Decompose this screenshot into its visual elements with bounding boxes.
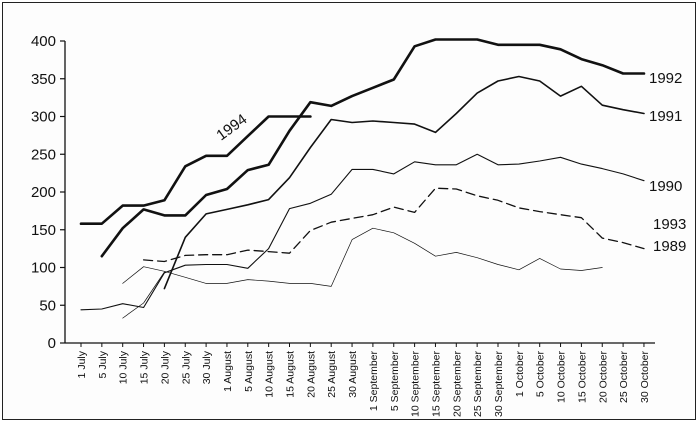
- y-tick-label: 50: [39, 297, 56, 314]
- x-tick-label: 20 August: [305, 351, 317, 398]
- x-tick-label: 10 September: [410, 351, 422, 417]
- series-lines: [79, 38, 646, 319]
- y-tick-label: 250: [31, 146, 56, 163]
- x-tick-label: 15 October: [576, 351, 588, 403]
- x-tick-label: 20 July: [159, 350, 171, 384]
- series-label-1989: 1989: [653, 238, 686, 255]
- x-tick-label: 5 September: [389, 351, 401, 412]
- x-tick-label: 1 September: [368, 351, 380, 412]
- x-tick-label: 30 September: [493, 351, 505, 417]
- x-tick-label: 15 July: [139, 350, 151, 384]
- series-line-segment-6: [122, 271, 165, 319]
- x-tick-label: 20 October: [597, 351, 609, 403]
- chart-axes: [64, 41, 655, 344]
- x-tick-label: 25 October: [618, 351, 630, 403]
- y-tick-label: 200: [31, 184, 56, 201]
- y-axis-ticks: 0 50 100 150 200 250 300 350 400: [31, 33, 65, 352]
- y-tick-label: 100: [31, 260, 56, 277]
- x-tick-label: 30 August: [347, 351, 359, 398]
- y-tick-label: 400: [31, 33, 56, 50]
- x-tick-label: 10 July: [118, 350, 130, 384]
- series-label-1993: 1993: [653, 216, 686, 233]
- x-tick-label: 25 August: [326, 351, 338, 398]
- series-line-1992: [100, 38, 646, 258]
- x-tick-label: 5 July: [97, 350, 109, 378]
- x-tick-label: 25 September: [472, 351, 484, 417]
- y-tick-label: 150: [31, 222, 56, 239]
- series-label-1990: 1990: [649, 178, 682, 195]
- x-tick-label: 20 September: [451, 351, 463, 417]
- x-tick-label: 10 October: [556, 351, 568, 403]
- y-tick-label: 300: [31, 109, 56, 126]
- x-tick-label: 25 July: [180, 350, 192, 384]
- y-tick-label: 350: [31, 71, 56, 88]
- x-tick-label: 10 August: [264, 351, 276, 398]
- x-tick-label: 1 July: [76, 350, 88, 378]
- series-line-1989: [122, 227, 603, 287]
- x-tick-label: 30 July: [201, 350, 213, 384]
- x-tick-label: 15 August: [285, 351, 297, 398]
- x-tick-label: 5 October: [535, 350, 547, 397]
- line-chart: 0 50 100 150 200 250 300 350 400 1 July 5 July 10 …: [31, 33, 686, 417]
- series-line-1993: [142, 187, 645, 263]
- x-axis-ticks: 1 July 5 July 10 July 15 July 20 July 25 July…: [76, 343, 651, 417]
- series-label-1992: 1992: [649, 70, 682, 87]
- x-tick-label: 5 August: [243, 351, 255, 392]
- series-line-1990: [80, 153, 645, 311]
- series-line-1994: [79, 115, 312, 225]
- x-tick-label: 1 August: [222, 351, 234, 392]
- x-tick-label: 1 October: [514, 350, 526, 397]
- x-tick-label: 15 September: [430, 351, 442, 417]
- series-line-1991: [163, 75, 645, 290]
- y-tick-label: 0: [48, 335, 56, 352]
- chart-frame: 0 50 100 150 200 250 300 350 400 1 July 5 July 10 …: [2, 2, 696, 420]
- series-label-1991: 1991: [649, 108, 682, 125]
- x-tick-label: 30 October: [639, 351, 651, 403]
